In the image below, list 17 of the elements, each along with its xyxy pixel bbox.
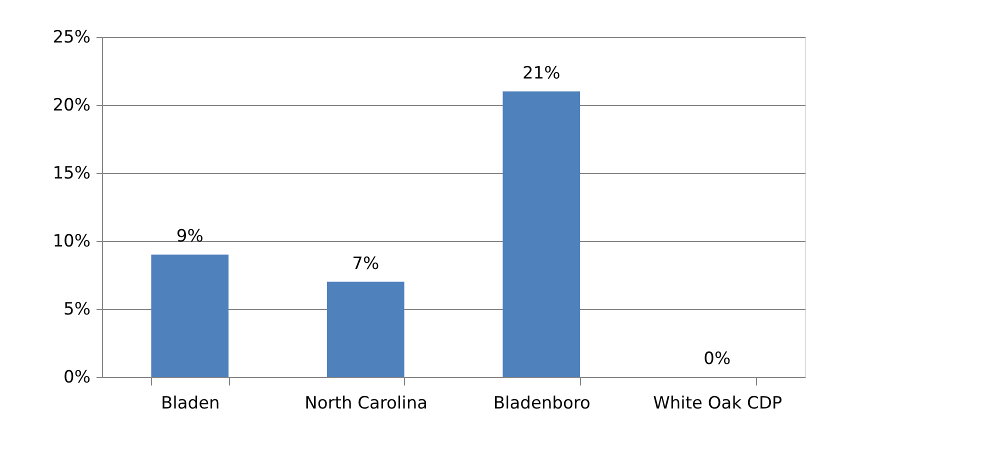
bar [151,254,229,377]
y-tick-label: 25% [52,28,90,48]
y-tick-label: 15% [52,164,90,184]
bar [502,91,580,377]
bar [326,282,404,377]
data-label: 0% [704,349,731,369]
y-tick-label: 20% [52,96,90,116]
x-tick-label: Bladenboro [493,394,590,414]
data-label: 21% [522,63,560,84]
x-tick-label: White Oak CDP [653,394,782,414]
data-label: 9% [176,226,204,247]
x-tick-label: North Carolina [304,394,428,414]
y-tick-label: 0% [64,368,90,388]
x-tick-label: Bladen [160,394,220,414]
y-tick-label: 5% [64,300,90,320]
y-tick-label: 10% [52,232,90,252]
data-label: 7% [352,254,380,274]
